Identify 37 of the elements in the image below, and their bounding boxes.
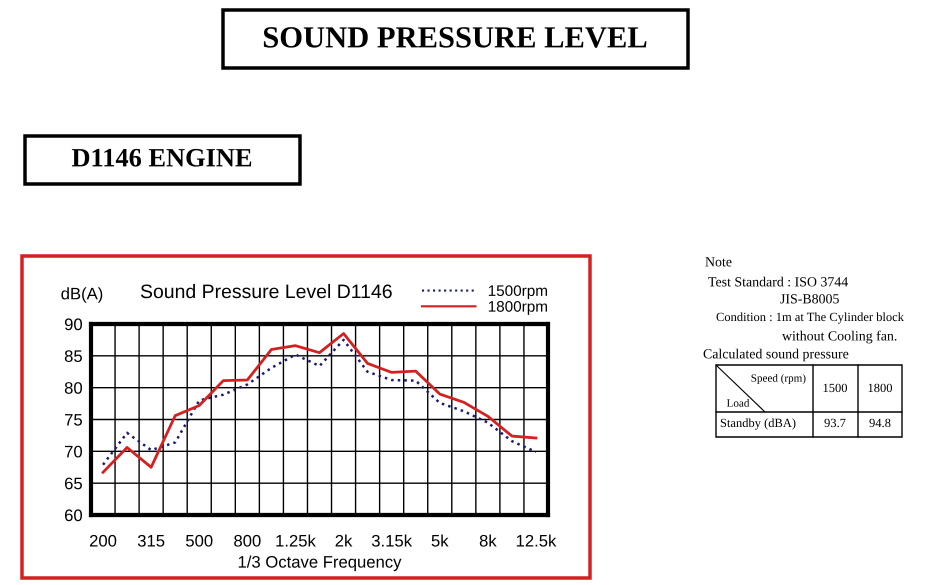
x-tick-label: 2k: [336, 534, 352, 547]
text: 1500: [824, 384, 848, 392]
x-tick-label: 5k: [432, 534, 449, 547]
x-tick-label: 200: [90, 534, 116, 547]
y-tick-label: 65: [64, 478, 82, 490]
y-axis-title: dB(A): [61, 287, 102, 303]
text: Standby (dBA): [720, 418, 796, 430]
y-tick-label: 90: [64, 318, 82, 330]
legend-label: 1800rpm: [488, 300, 547, 315]
x-tick-label: 800: [234, 534, 261, 547]
text: JIS-B8005: [780, 294, 839, 304]
y-tick-label: 75: [64, 414, 82, 426]
y-tick-label: 85: [64, 350, 82, 362]
text: 94.8: [869, 418, 890, 428]
x-tick-label: 315: [138, 534, 164, 547]
x-tick-label: 3.15k: [372, 534, 412, 547]
chart-title: SOUND PRESSURE LEVEL: [264, 27, 646, 48]
legend-label: 1500rpm: [488, 285, 547, 300]
x-tick-label: 8k: [480, 534, 497, 547]
text: Sound Pressure Level D1146: [140, 284, 392, 298]
text: 1800: [868, 384, 892, 392]
chart-subtitle: D1146 ENGINE: [72, 148, 252, 167]
y-tick-label: 60: [64, 509, 82, 522]
text: without Cooling fan.: [782, 330, 896, 344]
text: Speed (rpm): [752, 374, 806, 384]
x-axis-title: 1/3 Octave Frequency: [238, 556, 402, 572]
text: 93.7: [824, 418, 846, 428]
text: Calculated sound pressure: [704, 348, 848, 362]
y-tick-label: 70: [64, 446, 82, 458]
text: Test Standard : ISO 3744: [708, 276, 848, 287]
y-tick-label: 80: [64, 382, 82, 394]
text: Note: [705, 257, 732, 266]
text: Load: [726, 398, 750, 407]
x-tick-label: 12.5k: [516, 534, 556, 547]
x-tick-label: 1.25k: [276, 534, 316, 547]
text: Condition : 1m at The Cylinder block: [716, 312, 904, 324]
x-tick-label: 500: [186, 534, 212, 547]
